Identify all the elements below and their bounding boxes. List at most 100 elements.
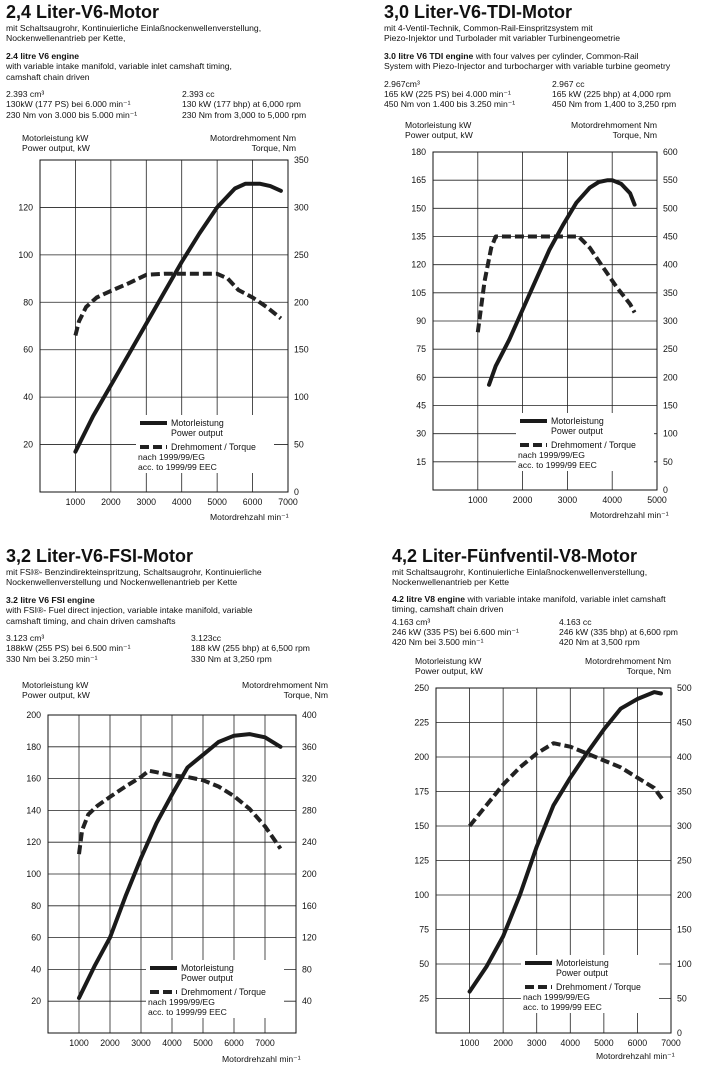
y2-tick-label: 200 [302,869,317,879]
y2-tick-label: 550 [663,175,678,185]
y-tick-label: 135 [411,232,426,242]
right-axis-label: Motordrehmoment Nm Torque, Nm [210,133,296,154]
y2-tick-label: 100 [663,429,678,439]
y2-tick-label: 300 [677,821,692,831]
specs: 3.123 cm³ 188kW (255 PS) bei 6.500 min⁻¹… [6,633,351,667]
y2-tick-label: 500 [663,203,678,213]
legend-bg [521,955,659,1013]
y-tick-label: 60 [416,372,426,382]
torque-line [475,234,637,333]
y-tick-label: 140 [26,805,41,815]
x-tick-label: 4000 [172,497,192,507]
panel-v6-tdi: 3,0 Liter-V6-TDI-Motor mit 4-Ventil-Tech… [384,2,714,113]
y2-tick-label: 50 [294,440,304,450]
panel-v6-fsi: 3,2 Liter-V6-FSI-Motor mit FSI®- Benzind… [6,546,351,667]
left-axis-label: Motorleistung kW Power output, kW [22,133,90,154]
x-axis-label: Motordrehzahl min⁻¹ [210,512,289,522]
chart-title: 3,0 Liter-V6-TDI-Motor [384,2,573,22]
y2-tick-label: 40 [302,996,312,1006]
engine-heading: 4.2 litre V8 engine [392,593,466,604]
y-tick-label: 105 [411,288,426,298]
x-tick-label: 1000 [468,495,488,505]
y2-tick-label: 360 [302,742,317,752]
specs-de: 4.163 cm³ 246 kW (335 PS) bei 6.600 min⁻… [392,616,519,648]
engine-description: 2.4 litre V6 engine with variable intake … [6,51,351,82]
x-tick-label: 4000 [560,1038,580,1048]
y-tick-label: 120 [26,837,41,847]
chart-subtitle: mit Schaltsaugrohr, Kontinuierliche Einl… [392,567,648,588]
y-tick-label: 45 [416,401,426,411]
x-tick-label: 4000 [602,495,622,505]
engine-text: with variable intake manifold, variable … [6,61,232,82]
engine-heading: 2.4 litre V6 engine [6,50,80,61]
engine-text: with variable intake manifold, variable … [392,593,666,615]
legend-power-label: Motorleistung Power output [551,416,604,436]
x-tick-label: 7000 [255,1038,275,1048]
specs-en: 4.163 cc 246 kW (335 bhp) at 6,600 rpm 4… [559,616,678,648]
y2-tick-label: 350 [677,787,692,797]
y2-tick-label: 100 [294,392,309,402]
x-tick-label: 1000 [69,1038,89,1048]
engine-text: with four valves per cylinder, Common-Ra… [384,50,671,72]
y-tick-label: 160 [26,774,41,784]
legend-torque-label: Drehmoment / Torque [551,440,636,450]
y2-tick-label: 150 [663,401,678,411]
chart-subtitle: mit FSI®- Benzindirekteinspritzung, Scha… [6,567,262,588]
y2-tick-label: 200 [663,372,678,382]
y2-tick-label: 350 [294,155,309,165]
x-tick-label: 7000 [278,497,298,507]
y-tick-label: 30 [416,429,426,439]
x-tick-label: 2000 [101,497,121,507]
y-tick-label: 80 [23,297,33,307]
power-line [487,178,637,387]
right-axis-label: Motordrehmoment Nm Torque, Nm [585,656,671,677]
x-tick-label: 7000 [661,1038,681,1048]
y2-tick-label: 150 [294,345,309,355]
engine-text: with FSI®- Fuel direct injection, variab… [6,605,253,626]
y-tick-label: 20 [31,996,41,1006]
y-tick-label: 225 [414,718,429,728]
legend-torque-label: Drehmoment / Torque [171,442,256,452]
legend-torque-label: Drehmoment / Torque [556,982,641,992]
y2-tick-label: 100 [677,959,692,969]
y-tick-label: 50 [419,959,429,969]
y2-tick-label: 400 [302,710,317,720]
y2-tick-label: 0 [294,487,299,497]
y2-tick-label: 280 [302,805,317,815]
panel-v6-24: 2,4 Liter-V6-Motor mit Schaltsaugrohr, K… [6,2,351,123]
legend-bg [136,415,274,473]
legend-torque-label: Drehmoment / Torque [181,987,266,997]
y2-tick-label: 320 [302,774,317,784]
left-axis-label: Motorleistung kW Power output, kW [415,656,483,677]
x-tick-label: 6000 [224,1038,244,1048]
plot-frame [435,687,672,1034]
y-tick-label: 180 [411,147,426,157]
legend-power-label: Motorleistung Power output [556,958,609,978]
x-axis-label: Motordrehzahl min⁻¹ [590,510,669,520]
y2-tick-label: 300 [663,316,678,326]
y-tick-label: 75 [419,925,429,935]
specs-en: 2.967 cc 165 kW (225 bhp) at 4,000 rpm 4… [552,78,677,110]
x-tick-label: 4000 [162,1038,182,1048]
x-tick-label: 2000 [513,495,533,505]
y2-tick-label: 120 [302,933,317,943]
y-tick-label: 125 [414,856,429,866]
y-tick-label: 180 [26,742,41,752]
plot-frame [47,714,297,1034]
chart-subtitle: mit Schaltsaugrohr, Kontinuierliche Einl… [6,23,262,44]
x-tick-label: 3000 [558,495,578,505]
legend-note: nach 1999/99/EG acc. to 1999/99 EEC [523,992,602,1012]
legend-bg [146,960,284,1018]
y2-tick-label: 450 [677,718,692,728]
chart-title: 4,2 Liter-Fünfventil-V8-Motor [392,546,638,566]
y2-tick-label: 500 [677,683,692,693]
specs: 2.967cm³ 165 kW (225 PS) bei 4.000 min⁻¹… [384,79,714,113]
x-tick-label: 2000 [493,1038,513,1048]
specs-en: 2.393 cc 130 kW (177 bhp) at 6,000 rpm 2… [182,89,307,120]
y-tick-label: 150 [411,203,426,213]
y-tick-label: 150 [414,821,429,831]
specs: 2.393 cm³ 130kW (177 PS) bei 6.000 min⁻¹… [6,89,351,123]
x-tick-label: 6000 [628,1038,648,1048]
